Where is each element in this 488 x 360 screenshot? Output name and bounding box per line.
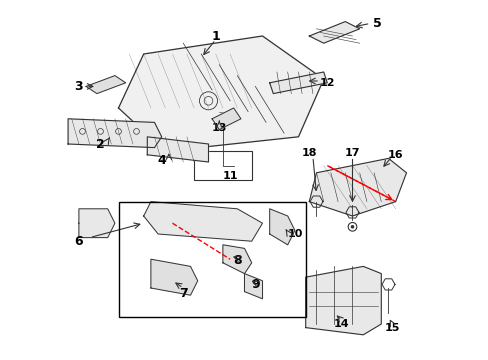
Text: 18: 18 [301, 148, 316, 158]
Text: 12: 12 [319, 78, 334, 88]
Text: 4: 4 [157, 154, 166, 167]
Circle shape [350, 225, 354, 229]
Text: 14: 14 [333, 319, 349, 329]
Text: 5: 5 [372, 17, 381, 30]
Polygon shape [79, 209, 115, 238]
Text: 6: 6 [75, 235, 83, 248]
Polygon shape [68, 119, 162, 148]
Polygon shape [309, 158, 406, 216]
Text: 16: 16 [387, 150, 403, 160]
Polygon shape [143, 202, 262, 241]
Text: 11: 11 [222, 171, 237, 181]
Text: 13: 13 [211, 123, 226, 133]
Polygon shape [118, 36, 323, 151]
Text: 15: 15 [384, 323, 399, 333]
Polygon shape [212, 108, 241, 130]
Text: 7: 7 [179, 287, 187, 300]
Bar [118, 202, 305, 317]
Text: 1: 1 [211, 30, 220, 42]
Text: 2: 2 [96, 138, 104, 150]
Text: 10: 10 [286, 229, 302, 239]
Polygon shape [244, 274, 262, 299]
Text: 17: 17 [344, 148, 360, 158]
Polygon shape [151, 259, 197, 295]
Polygon shape [269, 209, 294, 245]
Text: 9: 9 [250, 278, 259, 291]
Text: 8: 8 [232, 255, 241, 267]
Polygon shape [309, 22, 359, 43]
Text: 3: 3 [75, 80, 83, 93]
Polygon shape [223, 245, 251, 274]
Polygon shape [86, 76, 125, 94]
Polygon shape [269, 72, 326, 94]
Polygon shape [305, 266, 381, 335]
Polygon shape [147, 137, 208, 162]
